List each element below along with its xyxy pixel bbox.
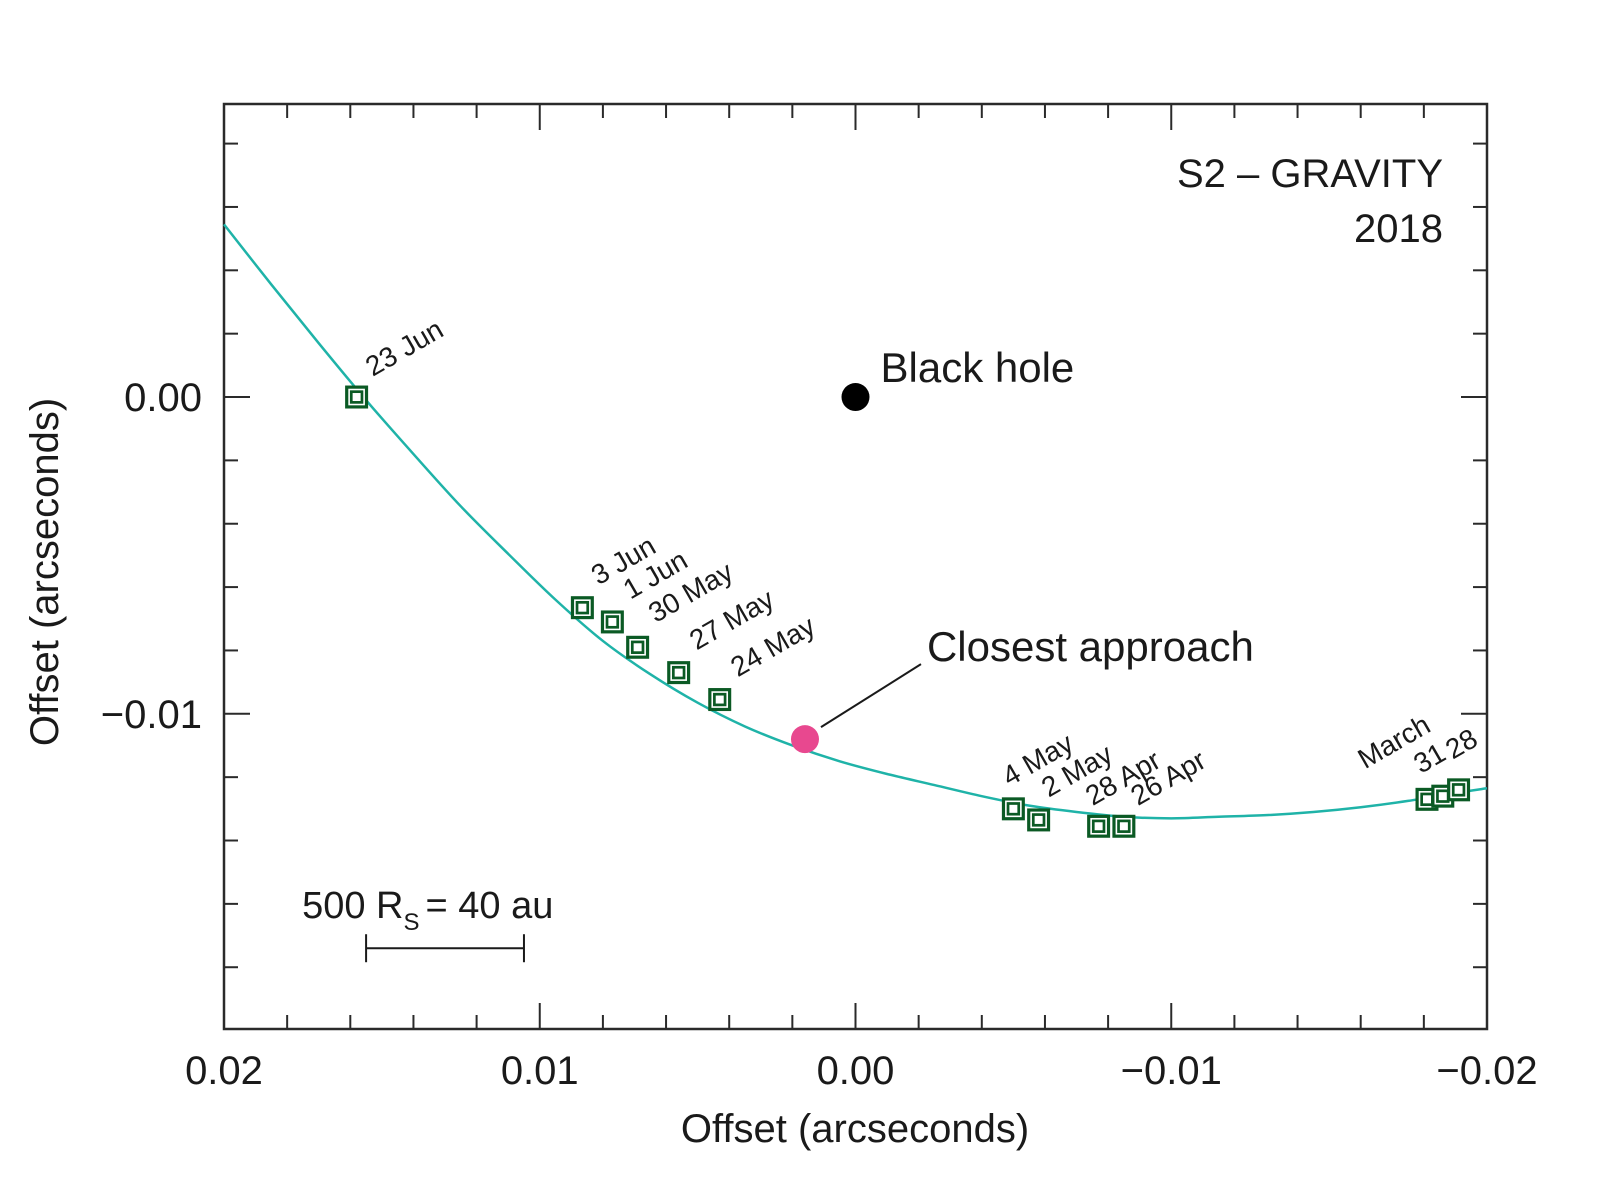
position-marker-center	[633, 643, 642, 652]
position-marker-inner	[670, 664, 687, 681]
position-marker-center	[1438, 792, 1447, 801]
position-marker-inner	[629, 638, 646, 656]
position-marker-inner	[574, 599, 591, 616]
axis-ticks	[223, 104, 1488, 1029]
y-tick-label: −0.01	[101, 693, 202, 737]
x-tick-labels: 0.02 0.01 0.00 −0.01 −0.02	[185, 1049, 1538, 1093]
position-marker-center	[1009, 804, 1018, 813]
closest-approach-marker	[790, 725, 819, 754]
scale-bar-sub: S	[403, 909, 419, 936]
position-marker-center	[1034, 815, 1043, 824]
x-tick-label: 0.01	[501, 1049, 579, 1093]
orbit-curve	[223, 223, 1488, 820]
position-marker-center	[1094, 822, 1103, 831]
position-marker-center	[578, 603, 587, 612]
scale-bar: 500 RS = 40 au	[302, 885, 553, 963]
position-marker-center	[674, 668, 683, 677]
position-marker-center	[1119, 822, 1128, 831]
closest-approach-leader	[820, 663, 922, 728]
x-tick-label: 0.00	[817, 1049, 895, 1093]
position-marker-inner	[1030, 811, 1047, 829]
closest-approach-label: Closest approach	[927, 623, 1254, 670]
position-marker-center	[352, 393, 361, 402]
position-marker-center	[608, 617, 617, 626]
corner-title-line-2: 2018	[1354, 207, 1443, 251]
y-tick-label: 0.00	[124, 376, 202, 420]
x-axis-title: Offset (arcseconds)	[681, 1107, 1029, 1151]
position-marker-inner	[1450, 781, 1467, 799]
y-tick-labels: 0.00 −0.01	[101, 376, 202, 737]
x-tick-label: −0.01	[1121, 1049, 1222, 1093]
position-marker-inner	[348, 388, 365, 406]
position-marker-center	[1423, 795, 1432, 804]
y-axis-title: Offset (arcseconds)	[23, 398, 67, 746]
annotations: Black hole Closest approach	[790, 344, 1254, 754]
scale-bar-main: 500 R	[302, 885, 403, 927]
corner-title-line-1: S2 – GRAVITY	[1177, 152, 1443, 196]
x-tick-label: 0.02	[185, 1049, 263, 1093]
position-marker-center	[715, 695, 724, 704]
scale-bar-tail: = 40 au	[426, 885, 554, 927]
black-hole-label: Black hole	[881, 344, 1075, 391]
x-tick-label: −0.02	[1436, 1049, 1537, 1093]
position-marker-center	[1454, 785, 1463, 794]
scale-bar-label: 500 RS = 40 au	[302, 885, 553, 936]
position-marker-inner	[604, 613, 621, 631]
position-marker-inner	[1115, 817, 1133, 835]
position-marker-inner	[1005, 800, 1022, 818]
date-label: 23 Jun	[360, 313, 448, 382]
position-marker-inner	[711, 691, 729, 708]
position-marker-inner	[1090, 817, 1107, 835]
black-hole-marker	[841, 383, 870, 412]
plot-frame	[222, 102, 1489, 1031]
